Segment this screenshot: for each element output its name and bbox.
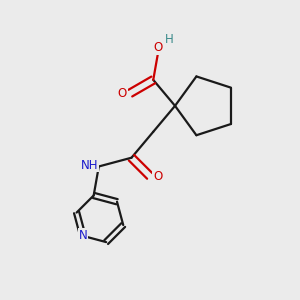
Text: O: O xyxy=(153,169,163,182)
Text: O: O xyxy=(154,41,163,54)
Text: N: N xyxy=(79,230,87,242)
Text: O: O xyxy=(117,87,127,100)
Text: NH: NH xyxy=(81,158,98,172)
Text: H: H xyxy=(165,33,173,46)
